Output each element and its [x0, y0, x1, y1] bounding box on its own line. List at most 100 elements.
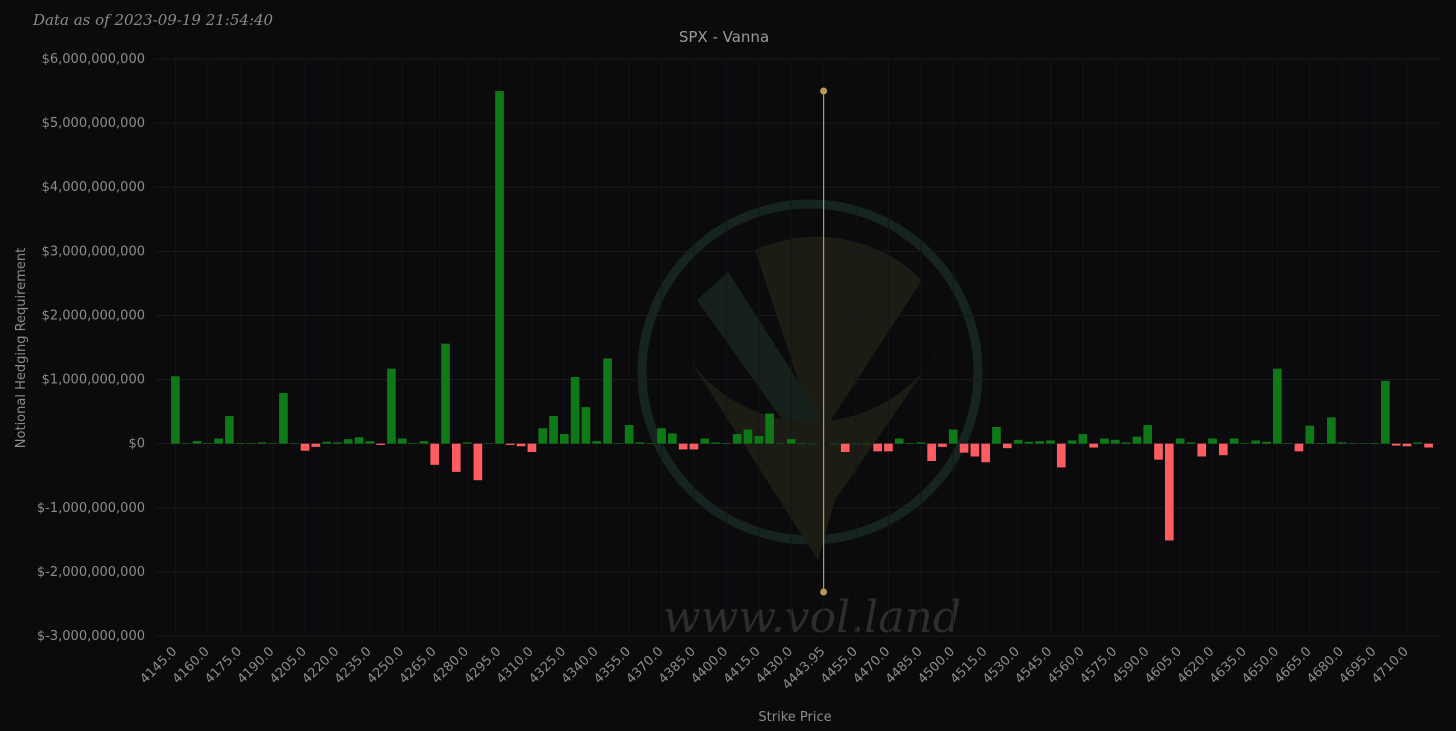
- bar: [916, 442, 926, 444]
- bar: [311, 443, 321, 447]
- bar: [376, 443, 385, 445]
- bar: [754, 435, 764, 444]
- bar: [840, 443, 850, 453]
- bar: [495, 91, 504, 444]
- bar: [365, 441, 375, 444]
- bar: [1056, 443, 1066, 468]
- y-tick-label: $-2,000,000,000: [37, 565, 145, 580]
- bar: [1294, 443, 1304, 452]
- bar: [1132, 436, 1142, 444]
- logo-watermark: [637, 199, 983, 560]
- bar: [873, 443, 882, 452]
- bar: [1219, 443, 1228, 456]
- bar: [268, 443, 277, 444]
- bar: [192, 441, 202, 444]
- bar: [1370, 443, 1379, 444]
- bar: [1283, 443, 1293, 444]
- bar: [1413, 442, 1423, 444]
- bar: [1100, 438, 1109, 444]
- y-tick-label: $1,000,000,000: [42, 373, 145, 388]
- bar: [527, 443, 537, 453]
- spot-line-end: [820, 588, 828, 596]
- watermark: www.vol.land: [663, 592, 961, 643]
- bar: [1348, 443, 1358, 444]
- bar: [1327, 417, 1336, 444]
- bar: [1359, 443, 1369, 444]
- bar: [430, 443, 440, 465]
- bar: [1305, 425, 1315, 444]
- bar: [1337, 442, 1347, 444]
- bar: [538, 428, 548, 444]
- bar: [1240, 443, 1250, 444]
- bar: [246, 443, 256, 444]
- bar: [419, 441, 429, 444]
- bar: [830, 443, 839, 445]
- spot-line-end: [820, 87, 828, 95]
- bar: [948, 429, 958, 444]
- bar: [851, 443, 861, 445]
- bars: [171, 91, 1433, 541]
- y-tick-label: $2,000,000,000: [42, 308, 145, 323]
- bar: [1046, 440, 1055, 444]
- bar: [257, 442, 267, 444]
- bar: [354, 437, 364, 444]
- bar: [1262, 441, 1271, 444]
- y-tick-label: $0: [128, 437, 145, 452]
- bar: [1402, 443, 1412, 447]
- bar: [451, 443, 461, 472]
- bar: [333, 442, 342, 444]
- bar: [1208, 438, 1217, 444]
- bar: [181, 443, 191, 445]
- bar: [516, 443, 526, 447]
- y-tick-label: $-1,000,000,000: [37, 501, 145, 516]
- bar: [938, 443, 947, 447]
- bar: [203, 443, 213, 444]
- bar: [786, 439, 796, 444]
- bar: [441, 343, 450, 444]
- bar: [592, 441, 602, 444]
- y-tick-label: $3,000,000,000: [42, 244, 145, 259]
- bar: [646, 443, 656, 444]
- bar: [235, 443, 245, 444]
- bar: [624, 425, 634, 444]
- bar: [289, 443, 299, 444]
- bar: [322, 441, 331, 444]
- bar: [905, 443, 915, 444]
- y-tick-label: $5,000,000,000: [42, 116, 145, 131]
- bar: [300, 443, 310, 451]
- bar: [711, 442, 720, 444]
- bar: [732, 434, 742, 444]
- bar: [484, 443, 494, 444]
- bar: [1035, 441, 1044, 444]
- bar: [1089, 443, 1099, 448]
- bar: [884, 443, 893, 452]
- bar: [1424, 443, 1433, 448]
- bar: [927, 443, 936, 461]
- bar: [1013, 439, 1023, 444]
- bar: [1078, 434, 1088, 444]
- chart-title: SPX - Vanna: [679, 28, 769, 46]
- y-axis-label: Notional Hedging Requirement: [14, 248, 29, 448]
- bar: [387, 368, 396, 444]
- bar: [743, 429, 753, 444]
- bar: [1229, 438, 1239, 444]
- bar: [1186, 442, 1196, 444]
- bar: [1002, 443, 1012, 449]
- bar: [1175, 438, 1185, 444]
- y-tick-label: $-3,000,000,000: [37, 629, 145, 644]
- bar: [397, 438, 407, 444]
- bar: [970, 443, 980, 457]
- bar: [765, 413, 774, 444]
- bar: [473, 443, 483, 481]
- bar: [657, 428, 666, 444]
- bar: [214, 438, 223, 444]
- bar: [1143, 425, 1153, 444]
- bar: [668, 433, 677, 444]
- bar: [1391, 443, 1401, 446]
- bar: [1110, 439, 1120, 444]
- bar: [549, 416, 558, 444]
- bar: [894, 438, 904, 444]
- bar: [603, 358, 612, 444]
